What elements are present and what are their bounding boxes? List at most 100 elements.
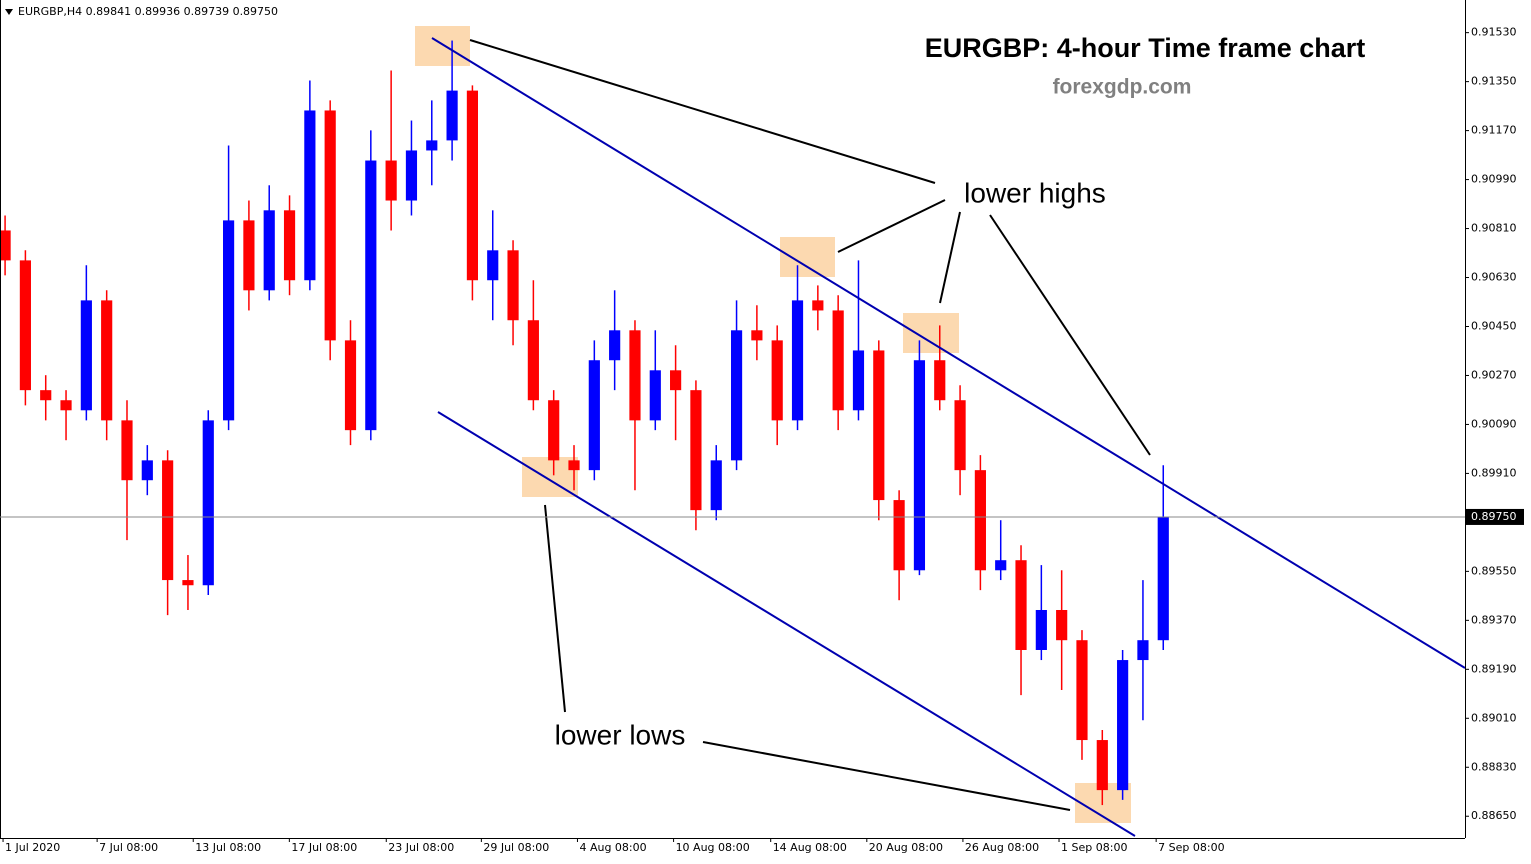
- candle-body: [19, 260, 31, 391]
- drawings-top: EURGBP: 4-hour Time frame chart forexgdp…: [5, 5, 1466, 837]
- candle-body: [771, 340, 783, 421]
- highlight-box: [780, 237, 835, 277]
- x-tick-label: 7 Jul 08:00: [99, 841, 158, 854]
- y-tick-label: 0.90630: [1471, 271, 1517, 284]
- candle-body: [588, 360, 600, 471]
- x-tick-label: 14 Aug 08:00: [773, 841, 847, 854]
- y-tick-label: 0.88830: [1471, 760, 1517, 773]
- trend-line: [437, 411, 1136, 837]
- candle-body: [670, 370, 682, 391]
- candle-body: [609, 330, 621, 361]
- candle-body: [913, 360, 926, 571]
- candle-body: [832, 310, 844, 411]
- candle-body: [1035, 609, 1047, 650]
- candle-body: [1015, 560, 1027, 650]
- menu-icon: [5, 9, 13, 15]
- candle-body: [873, 350, 885, 501]
- x-tick-label: 23 Jul 08:00: [388, 841, 454, 854]
- symbol-header: EURGBP,H4 0.89841 0.89936 0.89739 0.8975…: [18, 5, 278, 18]
- candle-body: [710, 460, 722, 511]
- candle-body: [40, 390, 52, 401]
- candle-body: [80, 300, 92, 411]
- candle-body: [283, 210, 296, 281]
- candle-body: [162, 460, 174, 581]
- candle-body: [1117, 660, 1129, 791]
- y-tick-label: 0.90990: [1471, 173, 1517, 186]
- x-tick-label: 10 Aug 08:00: [676, 841, 750, 854]
- x-tick-label: 29 Jul 08:00: [483, 841, 549, 854]
- candle-body: [0, 230, 11, 261]
- candle-body: [446, 90, 458, 141]
- candle-body: [507, 250, 519, 321]
- candle-body: [852, 350, 865, 411]
- x-tick-label: 13 Jul 08:00: [195, 841, 261, 854]
- x-tick-label: 20 Aug 08:00: [869, 841, 943, 854]
- candle-body: [487, 250, 499, 281]
- candle-body: [791, 300, 804, 421]
- y-tick-label: 0.91170: [1471, 124, 1517, 137]
- chart-title: EURGBP: 4-hour Time frame chart: [925, 33, 1366, 63]
- candle-body: [263, 210, 275, 291]
- candle-body: [730, 330, 743, 461]
- candle-body: [141, 460, 153, 481]
- y-tick-label: 0.90810: [1471, 222, 1517, 235]
- plot-area: [0, 40, 1169, 806]
- y-tick-label: 0.91530: [1471, 26, 1517, 39]
- candle-body: [1096, 740, 1108, 791]
- y-tick-label: 0.90450: [1471, 319, 1517, 332]
- candle-body: [385, 160, 397, 201]
- x-tick-label: 17 Jul 08:00: [291, 841, 357, 854]
- candle-body: [812, 300, 824, 311]
- candle-body: [60, 400, 72, 411]
- candle-body: [1157, 516, 1169, 641]
- y-tick-label: 0.90270: [1471, 368, 1517, 381]
- pointer-line: [989, 214, 1151, 456]
- candle-body: [548, 400, 560, 461]
- candle-body: [1076, 640, 1088, 741]
- candle-body: [202, 420, 214, 586]
- candle-body: [690, 390, 702, 511]
- candle-body: [1137, 640, 1149, 661]
- pointer-line: [544, 504, 566, 713]
- trend-line: [431, 37, 1466, 669]
- x-tick-label: 1 Sep 08:00: [1061, 841, 1127, 854]
- candle-body: [182, 580, 194, 586]
- highlight-box: [903, 313, 959, 353]
- y-tick-label: 0.89550: [1471, 564, 1517, 577]
- candle-body: [344, 340, 357, 431]
- candle-body: [365, 160, 377, 431]
- y-tick-label: 0.89190: [1471, 662, 1517, 675]
- candle-body: [751, 330, 763, 341]
- pointer-line: [702, 741, 1071, 811]
- candle-body: [405, 150, 418, 201]
- candle-body: [995, 560, 1007, 571]
- candle-body: [466, 90, 479, 281]
- candle-body: [568, 460, 580, 471]
- candle-body: [243, 220, 255, 291]
- candle-body: [974, 470, 986, 571]
- candle-body: [1056, 609, 1068, 641]
- candle-body: [649, 370, 661, 421]
- candle-body: [223, 220, 235, 421]
- pointer-line: [469, 39, 936, 184]
- candle-body: [629, 330, 641, 421]
- y-tick-label: 0.89370: [1471, 613, 1517, 626]
- candle-body: [527, 320, 539, 401]
- pointer-line: [939, 211, 961, 304]
- x-tick-label: 4 Aug 08:00: [579, 841, 646, 854]
- y-tick-label: 0.88650: [1471, 809, 1517, 822]
- candle-body: [426, 140, 438, 151]
- y-tick-label: 0.91350: [1471, 75, 1517, 88]
- x-tick-label: 1 Jul 2020: [5, 841, 60, 854]
- x-tick-label: 26 Aug 08:00: [965, 841, 1039, 854]
- current-price-box: [1466, 508, 1524, 525]
- pointer-line: [837, 199, 946, 253]
- candle-body: [101, 300, 113, 421]
- candle-body: [954, 400, 966, 471]
- y-tick-label: 0.89010: [1471, 711, 1517, 724]
- candle-body: [934, 360, 946, 401]
- annotation: lower highs: [964, 177, 1106, 208]
